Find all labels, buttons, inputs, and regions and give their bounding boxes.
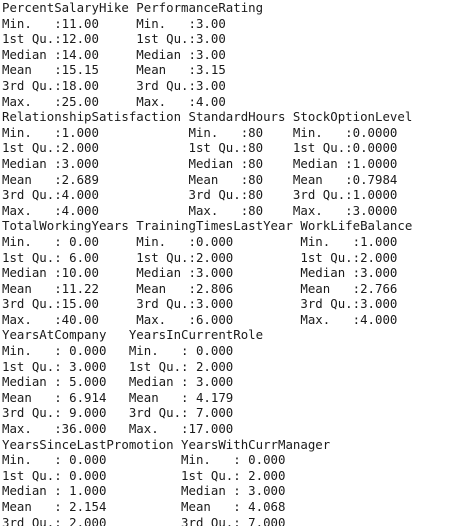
console-line: 1st Qu.:2.000 1st Qu.:80 1st Qu.:0.0000 <box>2 140 398 156</box>
console-line: 1st Qu.: 6.00 1st Qu.:2.000 1st Qu.:2.00… <box>2 249 398 265</box>
console-line: Mean :11.22 Mean :2.806 Mean :2.766 <box>2 280 398 296</box>
console-line: 1st Qu.: 3.000 1st Qu.: 2.000 <box>2 358 234 374</box>
console-line: Median :14.00 Median :3.00 <box>2 46 226 62</box>
console-line: 3rd Qu.: 9.000 3rd Qu.: 7.000 <box>2 405 234 421</box>
console-line: 3rd Qu.:15.00 3rd Qu.:3.000 3rd Qu.:3.00… <box>2 296 398 312</box>
console-line: Mean :15.15 Mean :3.15 <box>2 62 226 78</box>
console-line: Min. :11.00 Min. :3.00 <box>2 15 226 31</box>
console-line: Max. :40.00 Max. :6.000 Max. :4.000 <box>2 311 398 327</box>
console-line: Max. :4.000 Max. :80 Max. :3.0000 <box>2 202 398 218</box>
console-line: 3rd Qu.:18.00 3rd Qu.:3.00 <box>2 77 226 93</box>
console-line: Median :10.00 Median :3.000 Median :3.00… <box>2 265 398 281</box>
console-line: Median : 5.000 Median : 3.000 <box>2 374 234 390</box>
console-line: YearsSinceLastPromotion YearsWithCurrMan… <box>2 436 331 452</box>
console-line: 3rd Qu.: 2.000 3rd Qu.: 7.000 <box>2 514 286 526</box>
console-line: PercentSalaryHike PerformanceRating <box>2 0 264 15</box>
console-line: YearsAtCompany YearsInCurrentRole <box>2 327 264 343</box>
console-line: Median :3.000 Median :80 Median :1.0000 <box>2 155 398 171</box>
console-line: 1st Qu.: 0.000 1st Qu.: 2.000 <box>2 467 286 483</box>
console-line: Min. : 0.00 Min. :0.000 Min. :1.000 <box>2 233 398 249</box>
console-line: Mean :2.689 Mean :80 Mean :0.7984 <box>2 171 398 187</box>
console-line: Min. : 0.000 Min. : 0.000 <box>2 452 286 468</box>
console-line: Min. : 0.000 Min. : 0.000 <box>2 343 234 359</box>
console-line: 1st Qu.:12.00 1st Qu.:3.00 <box>2 31 226 47</box>
console-line: Mean : 2.154 Mean : 4.068 <box>2 499 286 514</box>
console-line: RelationshipSatisfaction StandardHours S… <box>2 109 413 125</box>
console-line: TotalWorkingYears TrainingTimesLastYear … <box>2 218 413 234</box>
console-line: Min. :1.000 Min. :80 Min. :0.0000 <box>2 124 398 140</box>
console-line: Max. :36.000 Max. :17.000 <box>2 421 234 437</box>
console-line: Mean : 6.914 Mean : 4.179 <box>2 389 234 405</box>
console-line: Median : 1.000 Median : 3.000 <box>2 483 286 499</box>
console-line: 3rd Qu.:4.000 3rd Qu.:80 3rd Qu.:1.0000 <box>2 187 398 203</box>
console-line: Max. :25.00 Max. :4.00 <box>2 93 226 109</box>
